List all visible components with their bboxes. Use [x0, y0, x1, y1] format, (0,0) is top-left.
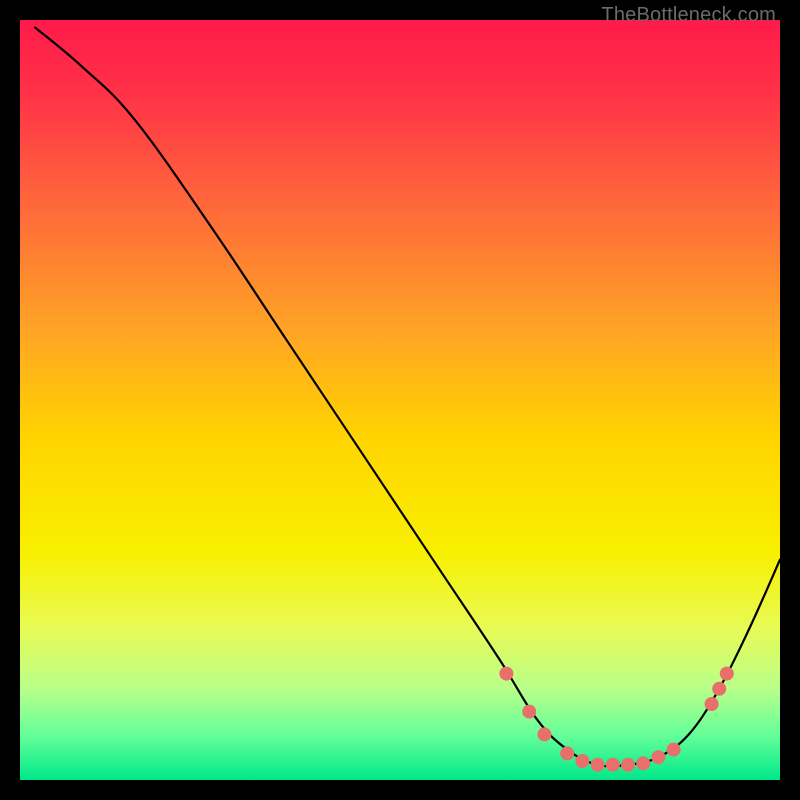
- bottleneck-chart: [20, 20, 780, 780]
- watermark-text: TheBottleneck.com: [601, 4, 776, 27]
- chart-container: [20, 20, 780, 780]
